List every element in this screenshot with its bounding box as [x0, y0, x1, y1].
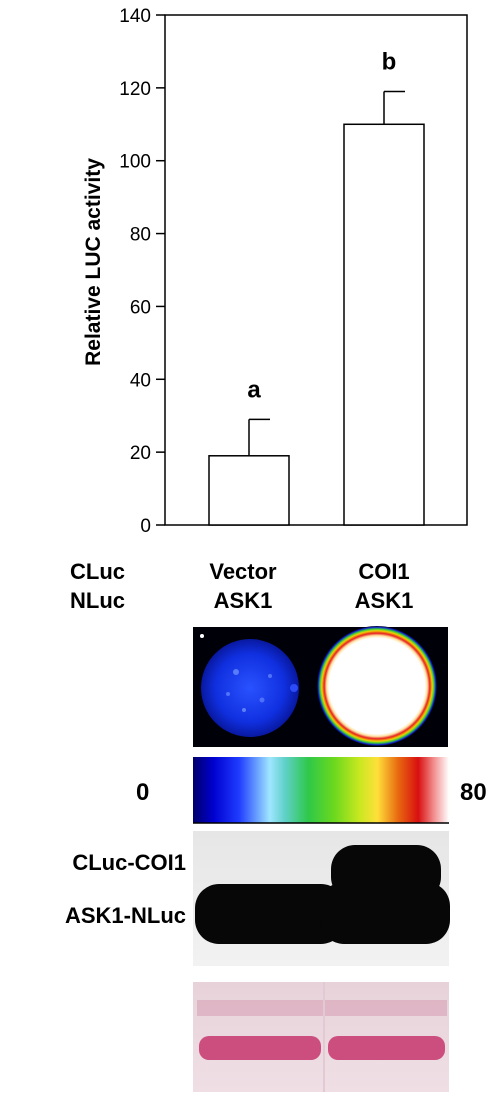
- luminescence-image: [193, 626, 448, 747]
- y-tick-label: 80: [130, 225, 151, 246]
- y-tick-label: 140: [119, 6, 151, 27]
- band-label-ask1-nluc: ASK1-NLuc: [65, 903, 186, 928]
- col2-cluc: COI1: [358, 559, 409, 584]
- loading-control: [193, 982, 449, 1092]
- color-scale: 0 80: [136, 757, 487, 824]
- stain-band-lane2: [328, 1036, 445, 1060]
- y-tick-label: 100: [119, 152, 151, 173]
- y-tick-label: 0: [140, 516, 151, 537]
- bar-1: [208, 455, 290, 526]
- stain-band-lane1: [199, 1036, 321, 1060]
- band-label-cluc-coi1: CLuc-COI1: [72, 850, 186, 875]
- y-tick-label: 40: [130, 370, 151, 391]
- western-blot: CLuc-COI1 ASK1-NLuc: [65, 831, 450, 966]
- y-tick-label: 60: [130, 297, 151, 318]
- col1-nluc: ASK1: [214, 588, 273, 613]
- color-scale-min: 0: [136, 779, 149, 806]
- bar-chart: 0 20 40 60 80 100 120 140 Relative LUC activity…: [82, 6, 468, 537]
- bars: ab: [208, 49, 425, 526]
- color-scale-max: 80: [460, 779, 487, 806]
- row-label-nluc: NLuc: [70, 588, 125, 613]
- band-ask1-nluc-lane1: [195, 884, 345, 944]
- spot-coi1: [317, 626, 437, 746]
- band-ask1-nluc-lane2: [320, 882, 450, 944]
- spot-vector: [201, 639, 299, 737]
- significance-letter-2: b: [382, 49, 397, 76]
- sample-table: CLuc NLuc Vector ASK1 COI1 ASK1: [70, 559, 413, 613]
- color-scale-bar: [193, 757, 449, 823]
- significance-letter-1: a: [247, 376, 261, 403]
- row-label-cluc: CLuc: [70, 559, 125, 584]
- y-axis-ticks: 0 20 40 60 80 100 120 140: [119, 6, 165, 537]
- y-tick-label: 20: [130, 443, 151, 464]
- col1-cluc: Vector: [209, 559, 277, 584]
- y-tick-label: 120: [119, 79, 151, 100]
- bar-2: [343, 123, 425, 526]
- col2-nluc: ASK1: [355, 588, 414, 613]
- y-axis-label: Relative LUC activity: [82, 158, 105, 366]
- plot-frame: [164, 14, 468, 526]
